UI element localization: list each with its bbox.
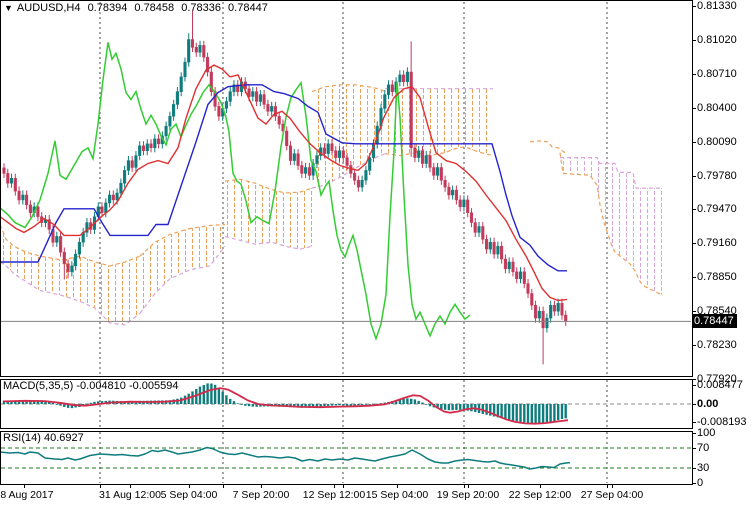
symbol-info: ▼ AUDUSD,H4 0.78394 0.78458 0.78336 0.784… bbox=[4, 2, 272, 14]
time-axis-tick bbox=[130, 484, 131, 488]
time-axis-tick bbox=[607, 484, 608, 488]
axis-tick bbox=[692, 74, 696, 75]
axis-tick bbox=[692, 404, 696, 405]
macd-axis-label: 0.008477 bbox=[697, 379, 743, 391]
time-axis-tick bbox=[540, 484, 541, 488]
ohlc-high: 0.78458 bbox=[134, 2, 175, 14]
price-axis-label: 0.80090 bbox=[697, 135, 737, 148]
price-axis-label: 0.77920 bbox=[697, 373, 737, 385]
time-axis-label: 28 Aug 2017 bbox=[0, 489, 54, 501]
price-axis-label: 0.81020 bbox=[697, 33, 737, 46]
macd-main-value: -0.004810 bbox=[76, 380, 126, 392]
macd-chart bbox=[1, 383, 691, 425]
price-axis-label: 0.79780 bbox=[697, 169, 737, 182]
price-axis-label: 0.79160 bbox=[697, 237, 737, 250]
tenkan-line bbox=[1, 64, 568, 302]
price-axis-label: 0.81330 bbox=[697, 0, 737, 12]
kijun-line bbox=[1, 84, 567, 272]
candlestick-series bbox=[2, 10, 568, 365]
time-axis-tick bbox=[100, 484, 101, 488]
time-axis-tick bbox=[468, 484, 469, 488]
main-chart bbox=[1, 10, 664, 365]
time-axis-label: 19 Sep 20:00 bbox=[436, 489, 500, 501]
axis-tick bbox=[692, 345, 696, 346]
axis-tick bbox=[692, 108, 696, 109]
macd-axis-label: 0.00 bbox=[697, 398, 719, 410]
rsi-value: 40.6927 bbox=[43, 432, 84, 444]
time-axis-tick bbox=[189, 484, 190, 488]
ohlc-open: 0.78394 bbox=[87, 2, 128, 14]
time-axis-tick bbox=[261, 484, 262, 488]
macd-name: MACD(5,35,5) bbox=[3, 380, 74, 392]
time-axis-label: 22 Sep 12:00 bbox=[508, 489, 572, 501]
time-axis-tick bbox=[397, 484, 398, 488]
axis-tick bbox=[692, 176, 696, 177]
ohlc-close: 0.78447 bbox=[228, 2, 268, 14]
time-axis-tick bbox=[223, 484, 224, 488]
axis-tick bbox=[692, 311, 696, 312]
axis-tick bbox=[692, 243, 696, 244]
time-axis-label: 7 Sep 20:00 bbox=[232, 489, 290, 501]
macd-indicator-label: MACD(5,35,5) -0.004810 -0.005594 bbox=[3, 380, 179, 392]
axis-tick bbox=[692, 379, 696, 380]
axis-tick bbox=[692, 277, 696, 278]
axis-tick bbox=[692, 385, 696, 386]
time-axis-label: 27 Sep 04:00 bbox=[580, 489, 644, 501]
price-axis-label: 0.80710 bbox=[697, 67, 737, 80]
macd-signal-value: -0.005594 bbox=[128, 380, 179, 392]
price-axis-label: 0.78230 bbox=[697, 339, 737, 352]
axis-tick bbox=[692, 468, 696, 469]
macd-axis-label: -0.008193 bbox=[697, 416, 747, 428]
axis-tick bbox=[692, 422, 696, 423]
rsi-axis-label: 0 bbox=[697, 477, 704, 489]
axis-tick bbox=[692, 209, 696, 210]
price-axis-label: 0.80400 bbox=[697, 101, 737, 114]
axis-tick bbox=[692, 433, 696, 434]
time-axis-tick bbox=[334, 484, 335, 488]
price-axis-label: 0.79470 bbox=[697, 203, 737, 216]
axis-tick bbox=[692, 483, 696, 484]
rsi-axis-label: 30 bbox=[697, 462, 710, 474]
axis-tick bbox=[692, 40, 696, 41]
time-axis-label: 12 Sep 12:00 bbox=[302, 489, 366, 501]
ohlc-low: 0.78336 bbox=[181, 2, 221, 14]
rsi-axis-label: 100 bbox=[697, 427, 716, 439]
rsi-indicator-label: RSI(14) 40.6927 bbox=[3, 432, 84, 444]
time-axis-tick bbox=[343, 484, 344, 488]
rsi-axis-label: 70 bbox=[697, 442, 710, 454]
time-axis-label: 15 Sep 04:00 bbox=[365, 489, 429, 501]
rsi-line bbox=[1, 446, 571, 470]
time-axis-label: 5 Sep 04:00 bbox=[160, 489, 218, 501]
time-axis-label: 31 Aug 12:00 bbox=[99, 489, 161, 501]
price-axis-label: 0.78540 bbox=[697, 305, 737, 318]
rsi-name: RSI(14) bbox=[3, 432, 41, 444]
time-axis-tick bbox=[464, 484, 465, 488]
chikou-line bbox=[1, 42, 471, 342]
axis-tick bbox=[692, 448, 696, 449]
rsi-chart bbox=[1, 446, 691, 470]
price-axis-label: 0.78850 bbox=[697, 271, 737, 284]
current-price-badge: 0.78447 bbox=[692, 314, 737, 329]
axis-tick bbox=[692, 6, 696, 7]
time-axis-tick bbox=[24, 484, 25, 488]
symbol-label: AUDUSD,H4 bbox=[16, 2, 81, 14]
macd-signal-line bbox=[3, 387, 569, 425]
collapse-arrow-icon[interactable]: ▼ bbox=[4, 3, 13, 13]
axis-tick bbox=[692, 142, 696, 143]
time-axis-tick bbox=[612, 484, 613, 488]
